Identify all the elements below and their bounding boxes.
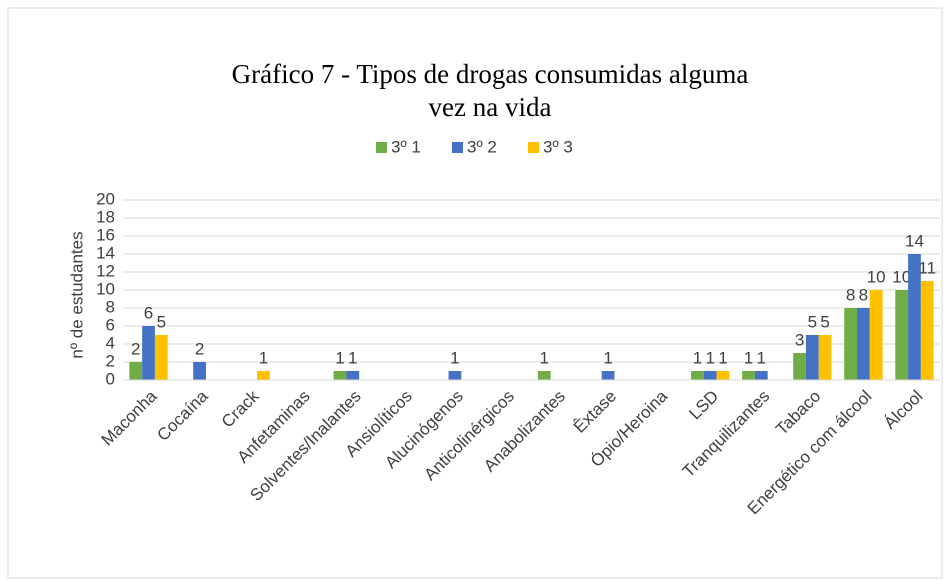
y-tick-label: 18 bbox=[96, 207, 115, 226]
data-label: 1 bbox=[718, 348, 727, 367]
data-label: 2 bbox=[195, 339, 204, 358]
data-label: 1 bbox=[705, 348, 714, 367]
bar bbox=[742, 371, 755, 380]
legend-label: 3º 2 bbox=[467, 137, 497, 156]
legend-label: 3º 1 bbox=[391, 137, 421, 156]
bar bbox=[346, 371, 360, 380]
data-label: 5 bbox=[808, 312, 817, 331]
data-label: 3 bbox=[795, 330, 804, 349]
bar bbox=[129, 362, 143, 380]
x-tick-label: Tranquilizantes bbox=[679, 387, 774, 482]
x-tick-label: Crack bbox=[218, 386, 263, 431]
y-tick-label: 14 bbox=[96, 243, 115, 262]
data-label: 8 bbox=[859, 285, 868, 304]
legend-swatch bbox=[452, 142, 463, 153]
bar bbox=[257, 371, 270, 380]
data-label: 1 bbox=[757, 348, 766, 367]
bar bbox=[193, 362, 206, 380]
y-tick-label: 10 bbox=[96, 279, 115, 298]
data-label: 1 bbox=[693, 348, 702, 367]
data-label: 1 bbox=[540, 348, 549, 367]
bar bbox=[142, 326, 155, 380]
bar bbox=[818, 335, 832, 380]
bar bbox=[920, 281, 934, 380]
bar bbox=[601, 371, 615, 380]
bar bbox=[754, 371, 768, 380]
x-tick-label: Maconha bbox=[98, 386, 161, 449]
data-label: 1 bbox=[744, 348, 753, 367]
x-tick-label: LSD bbox=[685, 387, 722, 424]
data-label: 11 bbox=[918, 258, 936, 277]
bar bbox=[154, 335, 168, 380]
bar bbox=[793, 353, 806, 380]
bar bbox=[908, 254, 921, 380]
data-label: 1 bbox=[450, 348, 459, 367]
bar bbox=[333, 371, 347, 380]
x-tick-label: Anticolinérgicos bbox=[420, 387, 518, 485]
x-tick-label: Cocaína bbox=[153, 386, 212, 445]
y-tick-label: 8 bbox=[106, 297, 115, 316]
bar bbox=[537, 371, 551, 380]
x-tick-label: Êxtase bbox=[570, 387, 620, 437]
legend-label: 3º 3 bbox=[543, 137, 573, 156]
data-label: 6 bbox=[144, 303, 153, 322]
y-tick-label: 12 bbox=[96, 261, 115, 280]
data-label: 2 bbox=[131, 339, 140, 358]
bar bbox=[844, 308, 858, 380]
y-tick-label: 16 bbox=[96, 225, 115, 244]
bar bbox=[895, 290, 909, 380]
data-label: 5 bbox=[820, 312, 829, 331]
x-tick-label: Álcool bbox=[880, 387, 926, 433]
data-label: 10 bbox=[892, 267, 911, 286]
y-tick-label: 0 bbox=[106, 369, 115, 388]
bar bbox=[869, 290, 883, 380]
bar bbox=[805, 335, 819, 380]
data-label: 14 bbox=[905, 231, 924, 250]
data-label: 1 bbox=[603, 348, 612, 367]
data-label: 10 bbox=[867, 267, 886, 286]
bar bbox=[703, 371, 717, 380]
bar bbox=[716, 371, 730, 380]
data-label: 1 bbox=[348, 348, 357, 367]
y-tick-label: 2 bbox=[106, 351, 115, 370]
y-tick-label: 20 bbox=[96, 189, 115, 208]
y-axis-label: nº de estudantes bbox=[67, 231, 86, 358]
y-tick-label: 4 bbox=[106, 333, 115, 352]
data-label: 8 bbox=[846, 285, 855, 304]
legend-swatch bbox=[376, 142, 387, 153]
y-tick-label: 6 bbox=[106, 315, 115, 334]
bar bbox=[448, 371, 462, 380]
chart-frame bbox=[7, 7, 943, 579]
data-label: 1 bbox=[335, 348, 344, 367]
legend-swatch bbox=[528, 142, 539, 153]
bar bbox=[857, 308, 870, 380]
data-label: 1 bbox=[259, 348, 268, 367]
chart-title: Gráfico 7 - Tipos de drogas consumidas a… bbox=[231, 59, 749, 122]
data-label: 5 bbox=[157, 312, 166, 331]
bar bbox=[691, 371, 704, 380]
